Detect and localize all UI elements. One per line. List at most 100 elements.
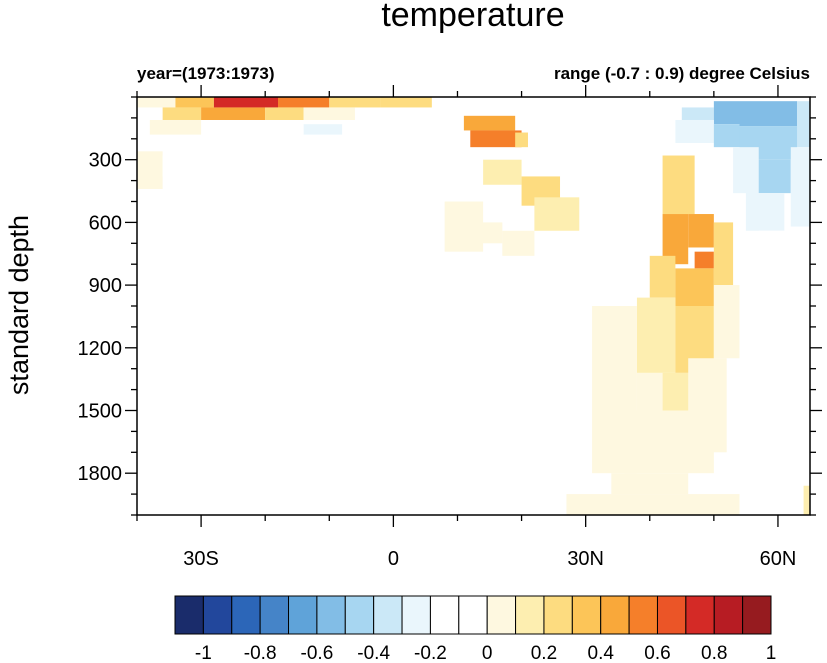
colorbar-box [685, 595, 715, 635]
colorbar-box [231, 595, 261, 635]
heat-cell [303, 124, 343, 135]
colorbar-label: -0.4 [357, 643, 390, 663]
colorbar-label: -1 [195, 643, 212, 663]
heat-cell [278, 97, 330, 108]
heat-cell [797, 101, 810, 148]
colorbar-box [288, 595, 318, 635]
heat-cell [329, 97, 381, 108]
colorbar-box [515, 595, 545, 635]
heat-cell [733, 147, 759, 194]
heat-cell [649, 255, 676, 298]
heat-cell [149, 119, 202, 135]
y-tick-label: 1500 [78, 401, 123, 423]
heat-cell [303, 107, 355, 120]
heat-cell [675, 119, 714, 143]
heat-cell [694, 251, 714, 269]
heat-cell [739, 101, 798, 127]
colorbar-label: 0.6 [644, 643, 670, 663]
colorbar-box [628, 595, 658, 635]
heat-cell [662, 155, 695, 215]
heat-cell [201, 107, 266, 120]
colorbar-box [543, 595, 573, 635]
heat-cell [380, 97, 432, 108]
heat-cell [681, 107, 714, 120]
colorbar-box [486, 595, 517, 635]
heat-cell [188, 239, 279, 256]
colorbar-label: -0.2 [414, 643, 447, 663]
heat-cell [534, 197, 580, 231]
colorbar-label: -0.8 [244, 643, 277, 663]
heat-cell [137, 97, 176, 108]
heat-cell [745, 193, 785, 231]
heat-cell [483, 159, 522, 185]
heat-cell [624, 410, 714, 474]
colorbar-box [401, 595, 431, 635]
y-tick-label: 1800 [78, 463, 123, 485]
colorbar-box [571, 595, 602, 635]
x-tick-label: 30S [183, 548, 219, 570]
heat-cell [713, 285, 740, 359]
colorbar-box [344, 595, 375, 635]
x-tick-label: 0 [388, 548, 399, 570]
colorbar-box [202, 595, 233, 635]
colorbar-label: 0.8 [701, 643, 727, 663]
heat-cell [675, 268, 714, 306]
heat-cell [662, 214, 689, 265]
plot-cells [137, 97, 810, 515]
heat-cell [771, 285, 798, 359]
colorbar-box [742, 595, 772, 635]
x-tick-label: 60N [760, 548, 797, 570]
colorbar-label: 0.2 [531, 643, 557, 663]
y-tick-label: 1200 [78, 338, 123, 360]
heat-cell [515, 132, 528, 148]
heat-cell [463, 115, 516, 131]
chart-title: temperature [381, 0, 564, 34]
heat-cell [598, 149, 637, 181]
heat-cell [213, 97, 279, 108]
heat-cell [713, 101, 740, 125]
colorbar-box [174, 595, 204, 635]
colorbar-box [458, 595, 488, 635]
heat-cell [367, 117, 407, 129]
heat-cell [508, 410, 561, 463]
heat-cell [175, 97, 214, 108]
colorbar-label: -0.6 [301, 643, 334, 663]
heat-cell [803, 485, 810, 515]
heat-cell [611, 473, 689, 495]
heat-cell [713, 222, 734, 286]
heat-cell [636, 297, 676, 373]
heat-cell [566, 494, 740, 515]
heat-cell [162, 107, 202, 120]
y-tick-label: 900 [89, 275, 122, 297]
heat-cell [534, 109, 586, 120]
y-tick-label: 600 [89, 212, 122, 234]
colorbar-label: 1 [766, 643, 777, 663]
heat-cell [790, 147, 810, 227]
heat-cell [688, 214, 714, 248]
colorbar-box [600, 595, 630, 635]
heat-cell [476, 222, 503, 244]
heat-cell [502, 230, 535, 256]
y-axis-label: standard depth [4, 215, 34, 395]
y-tick-label: 300 [89, 150, 122, 172]
heat-cell [419, 109, 471, 125]
heat-cell [226, 124, 291, 150]
axis-ticks: 30S 0 30N 60N 300 600 900 1200 1500 1800 [78, 85, 822, 570]
heat-cell [739, 243, 772, 327]
heat-cell [162, 155, 227, 177]
heat-cell [470, 130, 522, 148]
heat-cell [265, 107, 304, 120]
colorbar-label: 0 [482, 643, 493, 663]
colorbar-box [259, 595, 290, 635]
right-string: range (-0.7 : 0.9) degree Celsius [554, 64, 810, 83]
colorbar-box [656, 595, 687, 635]
heat-cell [137, 151, 163, 189]
colorbar: -1 -0.8 -0.6 -0.4 -0.2 0 0.2 0.4 0.6 0.8 1 [174, 595, 777, 663]
left-string: year=(1973:1973) [137, 64, 275, 83]
colorbar-box [373, 595, 403, 635]
colorbar-label: 0.4 [588, 643, 615, 663]
colorbar-box [713, 595, 744, 635]
colorbar-box [316, 595, 346, 635]
x-tick-label: 30N [567, 548, 604, 570]
